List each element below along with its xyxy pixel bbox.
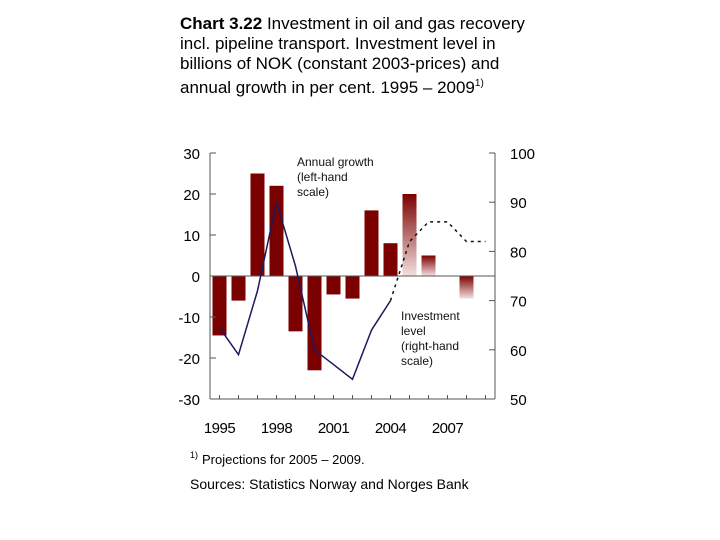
right-tick-label: 100 [510,146,535,163]
footnote-text: Projections for 2005 – 2009. [202,452,365,467]
growth-bar [364,210,379,276]
left-tick-label: -30 [178,392,200,409]
right-tick-label: 70 [510,294,527,311]
source-note: Sources: Statistics Norway and Norges Ba… [190,476,469,492]
annotation-line: scale) [297,185,330,199]
growth-bar [383,243,398,276]
growth-bar [402,194,417,276]
annotation-line: Annual growth [297,155,374,169]
growth-bar [307,276,322,371]
growth-bar [421,255,436,276]
x-tick-label: 1995 [204,420,236,437]
growth-bars [212,173,474,371]
annotation-annual-growth: Annual growth (left-hand scale) [297,155,374,200]
x-tick-label: 2001 [318,420,350,437]
annotation-line: Investment [401,309,460,323]
investment-level-line [218,201,486,381]
growth-bar [250,173,265,276]
annotation-investment-level: Investment level (right-hand scale) [401,309,460,369]
growth-bar [345,276,360,299]
title-footnote-marker: 1) [474,78,484,89]
growth-bar [269,185,284,276]
footnote-marker: 1) [190,450,199,460]
growth-bar [459,276,474,299]
left-tick-label: -10 [178,310,200,327]
chart-title: Chart 3.22 Investment in oil and gas rec… [180,14,550,98]
x-tick-label: 2007 [432,420,464,437]
chart-number: Chart 3.22 [180,14,263,33]
left-tick-label: 0 [192,269,200,286]
left-tick-label: 10 [183,228,200,245]
left-tick-label: -20 [178,351,200,368]
left-tick-label: 20 [183,187,200,204]
chart-title-text: Investment in oil and gas recovery incl.… [180,14,525,97]
annotation-line: level [401,324,426,338]
right-tick-label: 60 [510,343,527,360]
right-tick-label: 80 [510,244,527,261]
investment-line-actual [218,201,392,381]
investment-line-projection [389,221,486,301]
growth-bar [288,276,303,332]
growth-bar [326,276,341,295]
footnote: 1) Projections for 2005 – 2009. [190,450,365,467]
growth-bar [231,276,246,301]
annotation-line: (right-hand [401,339,460,353]
right-tick-label: 90 [510,195,527,212]
right-tick-label: 50 [510,392,527,409]
axes [209,152,496,400]
growth-bar [212,276,227,336]
annotation-line: scale) [401,354,434,368]
x-tick-label: 1998 [261,420,293,437]
annotation-line: (left-hand [297,170,348,184]
left-tick-label: 30 [183,146,200,163]
x-tick-label: 2004 [375,420,407,437]
